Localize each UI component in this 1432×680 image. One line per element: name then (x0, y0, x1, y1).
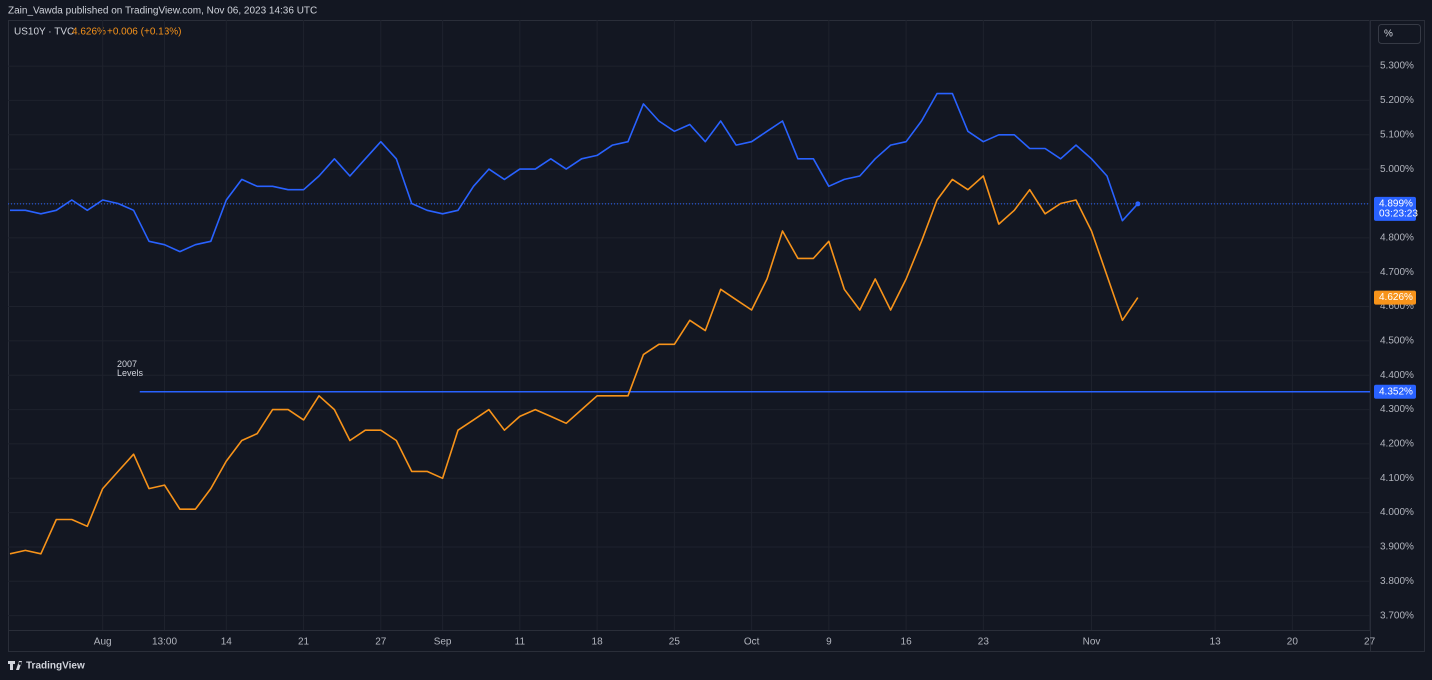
y-tick-label: 5.200% (1380, 95, 1414, 106)
annotation: 2007 (117, 359, 137, 369)
y-tick-label: 4.700% (1380, 267, 1414, 278)
last-point (1135, 201, 1141, 207)
y-tick-label: 4.600% (1380, 301, 1414, 312)
y-tick-label: 4.100% (1380, 473, 1414, 484)
chart-frame (8, 20, 1425, 652)
y-tick-label: 3.700% (1380, 610, 1414, 621)
y-tick-label: 4.300% (1380, 404, 1414, 415)
y-tick-label: 4.400% (1380, 370, 1414, 381)
x-tick-label: 25 (669, 637, 681, 648)
x-tick-label: Oct (744, 637, 760, 648)
x-tick-label: 9 (826, 637, 832, 648)
legend-change: +0.006 (+0.13%) (107, 27, 182, 38)
annotation: Levels (117, 368, 144, 378)
series-line (10, 92, 1139, 253)
y-tick-label: 4.800% (1380, 232, 1414, 243)
footer-logo (8, 661, 22, 670)
last-price-box (1374, 290, 1416, 305)
last-price-label: 4.626% (1379, 292, 1413, 303)
x-tick-label: Sep (434, 637, 452, 648)
x-tick-label: Aug (94, 637, 112, 648)
x-tick-label: Nov (1083, 637, 1101, 648)
y-tick-label: 3.900% (1380, 542, 1414, 553)
y-tick-label: 3.800% (1380, 576, 1414, 587)
series-line (9, 175, 1139, 555)
x-tick-label: 21 (298, 637, 310, 648)
y-tick-label: 5.300% (1380, 61, 1414, 72)
x-tick-label: 13:00 (152, 637, 177, 648)
x-tick-label: 20 (1287, 637, 1299, 648)
y-tick-label: 4.000% (1380, 507, 1414, 518)
footer-brand: TradingView (26, 661, 85, 672)
y-tick-label: 5.000% (1380, 164, 1414, 175)
y-tick-label: 4.500% (1380, 336, 1414, 347)
x-tick-label: 27 (1364, 637, 1376, 648)
x-tick-label: 16 (901, 637, 913, 648)
x-tick-label: 23 (978, 637, 990, 648)
x-tick-label: 18 (592, 637, 604, 648)
unit-button-label[interactable]: % (1384, 29, 1393, 40)
y-tick-label: 5.100% (1380, 129, 1414, 140)
x-tick-label: 14 (221, 637, 233, 648)
legend-value: 4.626% (72, 27, 106, 38)
unit-button[interactable] (1378, 24, 1421, 44)
level-price-label: 4.352% (1379, 386, 1413, 397)
header: Zain_Vawda published on TradingView.com,… (8, 6, 317, 17)
x-tick-label: 13 (1210, 637, 1222, 648)
level-price-box (1374, 384, 1416, 399)
legend-symbol: US10Y · TVC (14, 27, 74, 38)
grid (8, 20, 1371, 630)
last-price-label: 4.899% (1379, 198, 1413, 209)
y-tick-label: 4.200% (1380, 439, 1414, 450)
x-tick-label: 11 (515, 637, 526, 648)
x-tick-label: 27 (375, 637, 387, 648)
plot (9, 92, 1370, 555)
countdown-label: 03:23:23 (1379, 208, 1418, 219)
last-price-box (1374, 196, 1416, 221)
